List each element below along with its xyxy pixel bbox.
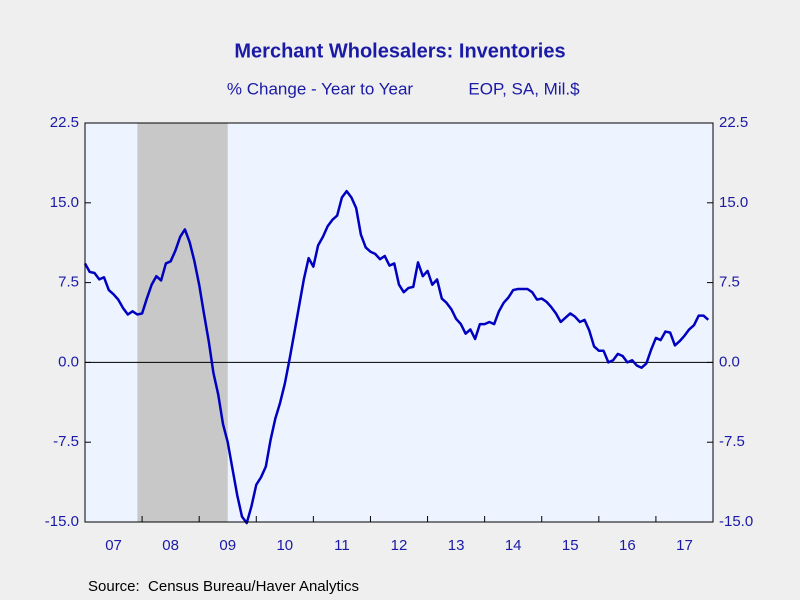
- y2-tick-label: -7.5: [719, 433, 745, 450]
- x-tick-label: 11: [334, 537, 350, 554]
- y-tick-label: -7.5: [53, 433, 79, 450]
- y2-tick-label: 7.5: [719, 274, 740, 291]
- recession-band: [137, 123, 228, 522]
- y-tick-label: -15.0: [45, 513, 79, 530]
- x-tick-label: 10: [276, 537, 293, 554]
- chart-subtitle: % Change - Year to Year: [227, 79, 414, 98]
- y-tick-label: 7.5: [58, 274, 79, 291]
- chart-title: Merchant Wholesalers: Inventories: [234, 40, 565, 62]
- y2-tick-label: 15.0: [719, 194, 748, 211]
- x-tick-label: 09: [219, 537, 236, 554]
- x-tick-label: 15: [562, 537, 579, 554]
- x-tick-label: 08: [162, 537, 179, 554]
- x-tick-label: 07: [105, 537, 122, 554]
- y2-tick-label: 22.5: [719, 114, 748, 131]
- x-tick-label: 17: [676, 537, 693, 554]
- y-tick-label: 15.0: [50, 194, 79, 211]
- y2-tick-label: -15.0: [719, 513, 753, 530]
- x-tick-label: 14: [505, 537, 522, 554]
- source-note: Source: Census Bureau/Haver Analytics: [88, 578, 359, 595]
- x-tick-label: 13: [448, 537, 465, 554]
- x-tick-label: 16: [619, 537, 636, 554]
- plot-frame: [84, 122, 714, 523]
- y-tick-label: 0.0: [58, 353, 79, 370]
- chart-subtitle: EOP, SA, Mil.$: [468, 79, 580, 98]
- y2-tick-label: 0.0: [719, 353, 740, 370]
- y-tick-label: 22.5: [50, 114, 79, 131]
- x-tick-label: 12: [391, 537, 408, 554]
- data-line: [83, 189, 710, 525]
